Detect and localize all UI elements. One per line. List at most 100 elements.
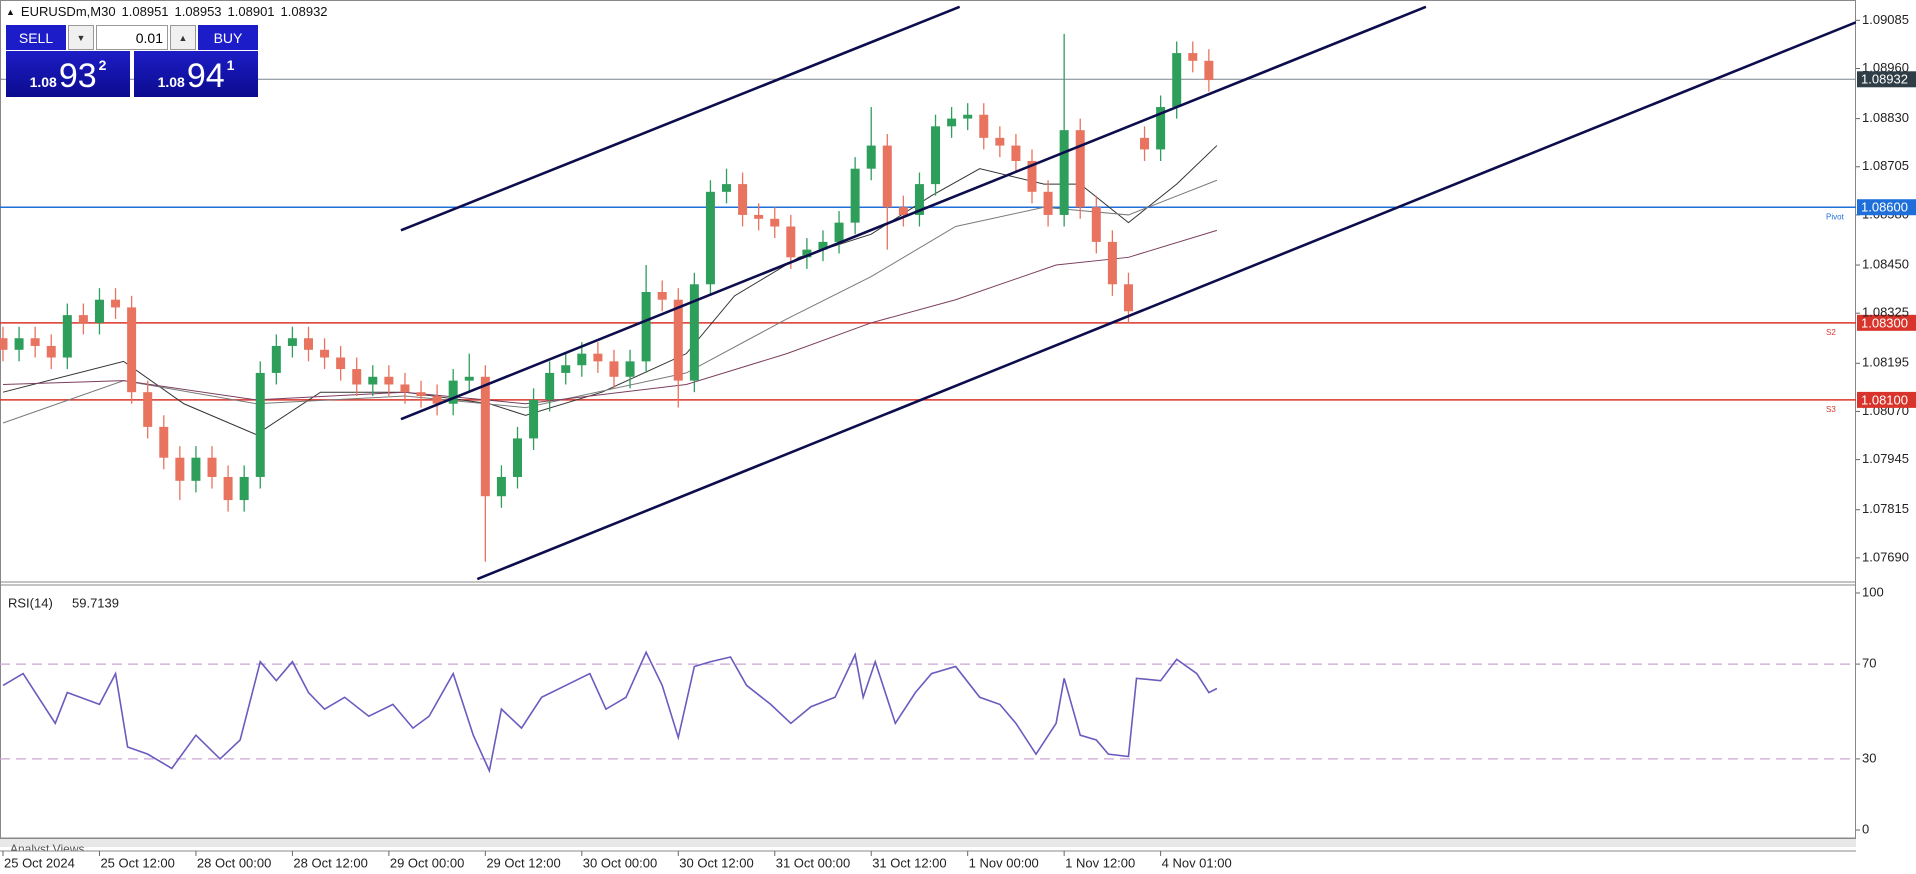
candle-body: [320, 349, 330, 358]
moving-average: [2, 179, 1218, 424]
level-tag: S2: [1826, 328, 1836, 337]
bid-small: 2: [98, 57, 107, 73]
trade-row: SELL ▼ 0.01 ▲ BUY: [6, 25, 258, 50]
buy-button[interactable]: BUY: [198, 25, 258, 50]
candle-body: [368, 376, 378, 385]
candle-body: [207, 457, 217, 477]
candle-body: [754, 214, 764, 219]
candle-body: [0, 338, 8, 350]
y-tick-label: 1.07945: [1862, 451, 1909, 466]
rsi-line: [2, 650, 1218, 774]
x-tick-label: 28 Oct 00:00: [197, 855, 271, 870]
candle-body: [191, 457, 201, 481]
candle-body: [1027, 160, 1037, 192]
volume-down[interactable]: ▼: [68, 25, 94, 50]
bid-big: 93: [58, 57, 97, 95]
candle-body: [512, 438, 522, 477]
volume-up[interactable]: ▲: [170, 25, 196, 50]
x-tick-label: 31 Oct 00:00: [776, 855, 850, 870]
candle-body: [1204, 60, 1214, 81]
candle-body: [336, 357, 346, 370]
candle-body: [62, 315, 72, 358]
one-click-trading: SELL ▼ 0.01 ▲ BUY 1.08 93 2 1.08 94 1: [6, 25, 258, 97]
candle-body: [1172, 53, 1182, 108]
candle-body: [1156, 107, 1166, 150]
y-tick-label: 1.08960: [1862, 60, 1909, 75]
x-tick-label: 25 Oct 2024: [4, 855, 75, 870]
x-tick-label: 30 Oct 12:00: [679, 855, 753, 870]
collapse-icon[interactable]: ▲: [6, 6, 15, 17]
candle-body: [770, 218, 780, 227]
x-tick-label: 31 Oct 12:00: [872, 855, 946, 870]
main-pane: Pivot S2 S3: [0, 5, 1856, 581]
price-row: 1.08 93 2 1.08 94 1: [6, 51, 258, 97]
candle-body: [689, 284, 699, 381]
level-label: 1.08300: [1861, 315, 1908, 330]
rsi-pane: [0, 650, 1856, 774]
candle-body: [352, 369, 362, 385]
quote-open: 1.08951: [121, 4, 169, 19]
y-tick-label: 1.08705: [1862, 158, 1909, 173]
y-tick-label: 1.08195: [1862, 355, 1909, 370]
rsi-y-tick-label: 70: [1862, 656, 1876, 671]
candle-body: [287, 338, 297, 346]
candle-body: [914, 184, 924, 215]
candle-body: [947, 118, 957, 127]
candle-body: [432, 396, 442, 404]
candle-body: [593, 353, 603, 362]
candle-body: [1059, 130, 1069, 215]
candle-body: [448, 380, 458, 404]
bid-box[interactable]: 1.08 93 2: [6, 51, 130, 97]
level-label-box: [1857, 199, 1916, 216]
candle-body: [14, 338, 24, 350]
candle-body: [1107, 241, 1117, 285]
symbol: EURUSDm,M30: [20, 4, 116, 19]
sell-button[interactable]: SELL: [6, 25, 66, 50]
rsi-title: RSI(14): [8, 595, 53, 610]
candle-body: [1043, 191, 1053, 215]
moving-average: [2, 229, 1218, 405]
candle-body: [30, 338, 40, 346]
candle-body: [931, 126, 941, 185]
x-tick-label: 29 Oct 00:00: [390, 855, 464, 870]
candle-body: [641, 292, 651, 362]
candle-body: [545, 372, 555, 400]
candle-body: [738, 184, 748, 215]
rsi-y-tick-label: 100: [1862, 584, 1884, 599]
candle-body: [271, 345, 281, 373]
ask-box[interactable]: 1.08 94 1: [134, 51, 258, 97]
candle-body: [175, 457, 185, 481]
candle-body: [416, 392, 426, 397]
candle-body: [577, 353, 587, 366]
candle-body: [239, 476, 249, 501]
rsi-y-tick-label: 30: [1862, 750, 1876, 765]
volume-input[interactable]: 0.01: [96, 25, 168, 50]
last-price-label: 1.08932: [1861, 72, 1908, 87]
x-tick-label: 1 Nov 00:00: [969, 855, 1039, 870]
y-tick-label: 1.08450: [1862, 256, 1909, 271]
x-tick-label: 1 Nov 12:00: [1065, 855, 1135, 870]
candle-body: [722, 184, 732, 192]
channel-line: [476, 21, 1856, 581]
candle-body: [303, 338, 313, 350]
candle-body: [818, 241, 828, 250]
ask-small: 1: [226, 57, 235, 73]
candle-body: [78, 315, 88, 323]
candle-body: [866, 145, 876, 169]
channel-line: [400, 5, 1427, 421]
candle-body: [673, 299, 683, 381]
candle-body: [802, 249, 812, 258]
candle-body: [657, 292, 667, 300]
candle-body: [143, 392, 153, 427]
candle-body: [609, 361, 619, 377]
candle-body: [384, 376, 394, 385]
ask-big: 94: [186, 57, 225, 95]
y-tick-label: 1.08325: [1862, 305, 1909, 320]
channel-line: [400, 5, 961, 232]
level-tag: Pivot: [1826, 212, 1845, 221]
rsi-current: 59.7139: [72, 595, 119, 610]
x-tick-label: 29 Oct 12:00: [486, 855, 560, 870]
chart-header: ▲ EURUSDm,M30 1.08951 1.08953 1.08901 1.…: [6, 4, 328, 19]
